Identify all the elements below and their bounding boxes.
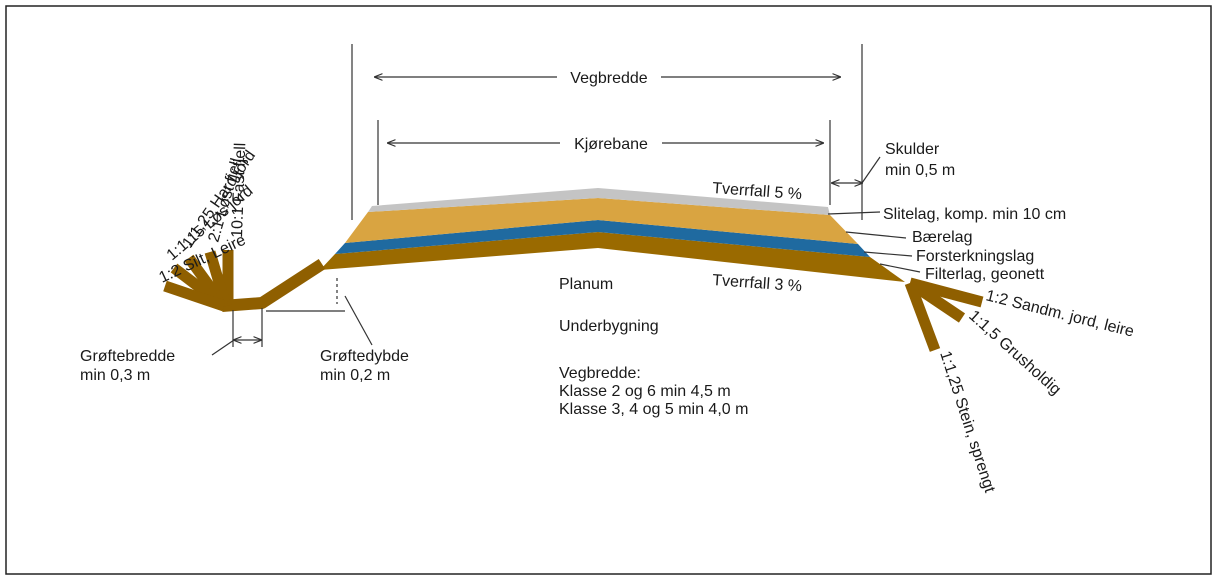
groftebredde-min: min 0,3 m xyxy=(80,367,150,384)
forsterkningslag-label: Forsterkningslag xyxy=(916,248,1034,265)
groftedybde-leader xyxy=(344,295,373,346)
baerelag-leader xyxy=(845,231,907,239)
left-slopes xyxy=(163,250,234,312)
baerelag-label: Bærelag xyxy=(912,229,972,246)
slope-bar-1-125-right xyxy=(904,281,941,352)
skulder-title: Skulder xyxy=(885,141,940,158)
tverrfall-top-label: Tverrfall 5 % xyxy=(712,180,803,203)
dimension-lines xyxy=(211,44,921,356)
groftedybde-title: Grøftedybde xyxy=(320,348,409,365)
kjorebane-label: Kjørebane xyxy=(574,136,648,153)
left-ditch xyxy=(221,258,326,312)
filterlag-label: Filterlag, geonett xyxy=(925,266,1045,283)
right-slopes xyxy=(904,277,984,352)
slitelag-label: Slitelag, komp. min 10 cm xyxy=(883,206,1066,223)
filter-layer xyxy=(320,232,905,282)
planum-label: Planum xyxy=(559,276,613,293)
vegbredde-note-title: Vegbredde: xyxy=(559,365,641,382)
surface-layer xyxy=(368,188,830,215)
reinforcement-layer xyxy=(335,220,870,257)
road-layers xyxy=(320,188,905,282)
skulder-leader xyxy=(861,156,881,184)
vegbredde-note-line1: Klasse 2 og 6 min 4,5 m xyxy=(559,383,731,400)
slope-bar-1-2-left xyxy=(163,280,226,312)
groftebredde-leader xyxy=(211,339,235,356)
groftedybde-min: min 0,2 m xyxy=(320,367,390,384)
vegbredde-label: Vegbredde xyxy=(570,70,648,87)
underbygning-label: Underbygning xyxy=(559,318,659,335)
forsterkningslag-leader xyxy=(863,251,913,257)
ditch-bottom xyxy=(221,258,326,312)
tverrfall-bottom-label: Tverrfall 3 % xyxy=(712,272,803,295)
slope-label-10-1: 10:1 Fast fjell xyxy=(229,142,249,238)
filterlag-leader xyxy=(879,263,921,273)
slitelag-leader xyxy=(827,211,881,215)
groftebredde-title: Grøftebredde xyxy=(80,348,175,365)
slope-bar-1-15 xyxy=(906,278,966,323)
vegbredde-note-line2: Klasse 3, 4 og 5 min 4,0 m xyxy=(559,401,748,418)
skulder-min: min 0,5 m xyxy=(885,162,955,179)
base-layer xyxy=(345,198,858,244)
